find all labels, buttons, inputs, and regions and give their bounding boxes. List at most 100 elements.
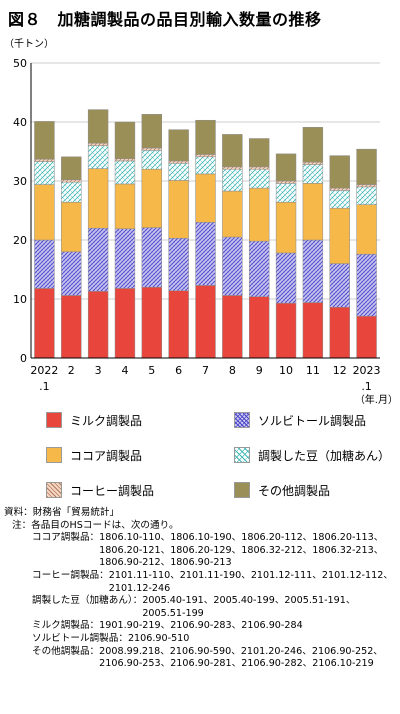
bar-beans <box>168 163 189 181</box>
hs-code-item-coffee: コーヒー調製品： 2101.11-110、2101.11-190、2101.12… <box>4 570 398 595</box>
chart-title: 図８ 加糖調製品の品目別輸入数量の推移 <box>8 10 322 29</box>
stacked-bar-chart: 0 10 20 30 40 50 2022 .1 2 3 4 5 6 7 8 9 10 11 12 2023 .1 （千… <box>4 38 398 406</box>
bars <box>34 109 377 359</box>
x-tick-label: .1 <box>361 380 372 393</box>
legend-item-cocoa: ココア調製品 <box>46 446 142 464</box>
bar-beans <box>87 145 109 169</box>
x-tick-label: 2023 <box>353 364 381 377</box>
legend-item-milk: ミルク調製品 <box>46 411 142 429</box>
x-tick-label: 8 <box>229 364 236 377</box>
bar-other <box>222 134 243 168</box>
hs-code-note: 注： 各品目のHSコードは、次の通り。 <box>4 520 398 533</box>
legend-swatch <box>234 482 250 498</box>
bar-sorbitol <box>34 239 55 289</box>
bar-beans <box>222 168 243 192</box>
bar-coffee <box>249 166 270 170</box>
legend-swatch <box>234 412 250 428</box>
y-tick-label: 10 <box>13 293 27 306</box>
bar-other <box>141 114 162 149</box>
x-tick-label: 2 <box>68 364 75 377</box>
bar-beans <box>114 160 136 185</box>
y-tick-label: 30 <box>13 175 27 188</box>
bar-milk <box>356 315 377 359</box>
bar-coffee <box>141 147 162 151</box>
bar-milk <box>195 285 216 359</box>
bar-other <box>356 148 377 185</box>
hs-code-item-other: その他調製品： 2008.99.218、2106.90-590、2101.20-… <box>4 646 398 671</box>
hs-code-item-head: ソルビトール調製品： <box>32 632 128 644</box>
bar-beans <box>302 164 324 184</box>
bar-coffee <box>275 180 297 184</box>
notes: 資料： 財務省「貿易統計」 注： 各品目のHSコードは、次の通り。 ココア調製品… <box>4 507 398 671</box>
bar-sorbitol <box>141 227 162 288</box>
y-tick-label: 20 <box>13 234 27 247</box>
bar-other <box>249 138 270 168</box>
hs-code-item-head: コーヒー調製品： <box>32 569 109 581</box>
y-axis-unit-label: （千トン） <box>4 38 54 50</box>
hs-code-item-text: 2106.90-510 <box>127 632 190 644</box>
legend-swatch <box>46 412 62 428</box>
bar-coffee <box>222 166 243 170</box>
bar-other <box>329 155 350 189</box>
bar-cocoa <box>114 183 136 230</box>
bar-milk <box>249 296 270 359</box>
x-tick-label: 7 <box>202 364 209 377</box>
hs-code-item-head: その他調製品： <box>32 645 100 657</box>
legend-label: その他調製品 <box>258 483 331 498</box>
bar-beans <box>34 161 55 185</box>
hs-code-item-text: 2005.40-191、2005.40-199、2005.51-191、2005… <box>142 595 356 619</box>
bar-other <box>114 121 136 159</box>
bar-beans <box>356 186 377 205</box>
bar-beans <box>141 150 162 170</box>
bar-cocoa <box>275 201 297 254</box>
x-axis-unit-label: （年.月） <box>355 393 398 406</box>
bar-sorbitol <box>195 222 216 286</box>
hs-code-item-text: 2008.99.218、2106.90-590、2101.20-246、2106… <box>99 645 383 670</box>
axes: 0 10 20 30 40 50 2022 .1 2 3 4 5 6 7 8 9 10 11 12 2023 .1 <box>13 57 381 393</box>
bar-milk <box>302 302 324 359</box>
hs-code-item-text: 1806.10-110、1806.10-190、1806.20-112、1806… <box>99 532 384 569</box>
x-tick-label: 11 <box>306 364 320 377</box>
bar-milk <box>87 291 109 359</box>
y-tick-label: 50 <box>13 57 27 70</box>
bar-coffee <box>114 158 136 162</box>
bar-sorbitol <box>356 253 377 317</box>
x-tick-label: 2022 <box>30 364 58 377</box>
hs-code-item-head: 調製した豆（加糖あん）： <box>32 595 143 607</box>
hs-code-note-text: 各品目のHSコードは、次の通り。 <box>31 519 179 531</box>
y-tick-label: 40 <box>13 116 27 129</box>
hs-code-item-beans: 調製した豆（加糖あん）： 2005.40-191、2005.40-199、200… <box>4 595 398 620</box>
bar-cocoa <box>222 190 243 238</box>
legend-item-coffee: コーヒー調製品 <box>46 481 154 499</box>
x-tick-label: 9 <box>256 364 263 377</box>
bar-coffee <box>87 142 109 146</box>
bar-cocoa <box>34 184 55 241</box>
bar-coffee <box>329 187 350 191</box>
bar-beans <box>329 190 350 209</box>
bar-sorbitol <box>222 236 243 296</box>
source-note-text: 財務省「貿易統計」 <box>32 507 120 518</box>
bar-sorbitol <box>168 237 189 291</box>
hs-code-item-head: ココア調製品： <box>32 532 100 544</box>
x-tick-label: 10 <box>279 364 293 377</box>
legend-label: ココア調製品 <box>70 448 143 463</box>
legend-label: ミルク調製品 <box>70 413 143 428</box>
bar-cocoa <box>168 180 189 239</box>
x-tick-label: 3 <box>95 364 102 377</box>
bar-coffee <box>195 154 216 158</box>
hs-code-item-head: ミルク調製品： <box>32 620 100 632</box>
x-tick-label: 5 <box>148 364 155 377</box>
hs-code-item-milk: ミルク調製品： 1901.90-219、2106.90-283、2106.90-… <box>4 620 398 633</box>
bar-other <box>302 127 324 163</box>
x-tick-label: 4 <box>121 364 128 377</box>
bar-coffee <box>168 160 189 164</box>
bar-sorbitol <box>249 240 270 297</box>
bar-sorbitol <box>114 228 136 289</box>
bar-coffee <box>34 158 55 162</box>
bar-cocoa <box>87 168 109 229</box>
bar-milk <box>275 302 297 359</box>
legend-swatch <box>46 447 62 463</box>
hs-code-note-head: 注： <box>12 519 32 531</box>
bar-milk <box>222 295 243 359</box>
legend-label: コーヒー調製品 <box>70 483 155 498</box>
